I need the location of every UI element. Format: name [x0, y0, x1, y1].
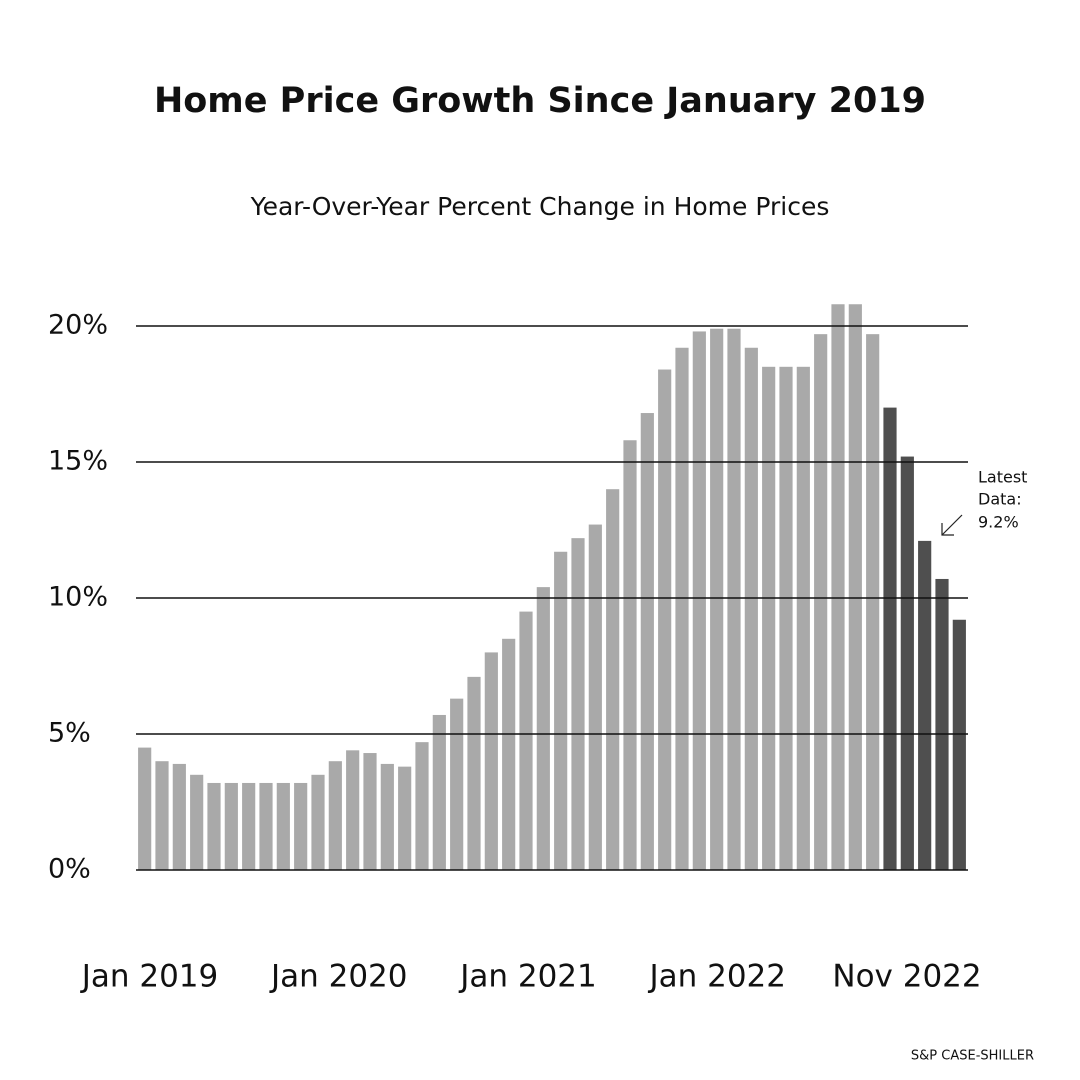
bar — [190, 774, 204, 870]
bar — [311, 774, 325, 870]
bar — [432, 714, 446, 870]
bar — [380, 763, 394, 870]
bar — [328, 761, 342, 870]
bar — [554, 551, 568, 870]
bar — [172, 763, 186, 870]
x-tick-label: Jan 2020 — [269, 959, 408, 995]
bar — [536, 587, 550, 870]
annotation: 9.2% — [978, 513, 1019, 532]
annotation-arrow — [941, 514, 963, 536]
source: S&P CASE-SHILLER — [911, 1049, 1034, 1064]
bar — [415, 742, 429, 870]
bar — [242, 782, 256, 870]
bar — [155, 761, 169, 870]
bar — [640, 413, 654, 870]
bar — [918, 540, 932, 870]
bar — [346, 750, 360, 870]
bar — [779, 366, 793, 870]
bar — [658, 369, 672, 870]
y-tick-label: 5% — [48, 718, 91, 749]
y-tick-label: 0% — [48, 854, 91, 885]
bar — [363, 753, 377, 870]
bar — [259, 782, 273, 870]
annotation: Latest — [978, 468, 1027, 487]
x-tick-label: Jan 2019 — [80, 959, 219, 995]
bar — [294, 782, 308, 870]
bar — [606, 489, 620, 870]
bar — [207, 782, 221, 870]
bar — [588, 524, 602, 870]
bar — [138, 747, 152, 870]
bar — [796, 366, 810, 870]
bar — [623, 440, 637, 870]
bar — [276, 782, 290, 870]
bar — [450, 698, 464, 870]
bar — [952, 619, 966, 870]
bar — [935, 578, 949, 870]
bar — [692, 331, 706, 870]
bar — [571, 538, 585, 870]
y-tick-label: 20% — [48, 310, 108, 341]
bar — [900, 456, 914, 870]
y-tick-label: 15% — [48, 446, 108, 477]
bar — [831, 304, 845, 870]
bar — [866, 334, 880, 870]
bar — [710, 328, 724, 871]
annotation: Data: — [978, 490, 1022, 509]
x-tick-label: Nov 2022 — [832, 959, 981, 995]
bar — [814, 334, 828, 870]
bar — [762, 366, 776, 870]
bar — [883, 407, 897, 870]
chart-title: Home Price Growth Since January 2019 — [154, 81, 926, 121]
bar — [502, 638, 516, 870]
bar — [848, 304, 862, 870]
bar — [398, 766, 412, 870]
bar — [519, 611, 533, 870]
bar — [744, 347, 758, 870]
y-tick-label: 10% — [48, 582, 108, 613]
bar — [484, 652, 498, 870]
chart-subtitle: Year-Over-Year Percent Change in Home Pr… — [250, 192, 830, 221]
bar — [467, 676, 481, 870]
x-tick-label: Jan 2021 — [458, 959, 597, 995]
bar — [675, 347, 689, 870]
bar — [727, 328, 741, 871]
x-tick-label: Jan 2022 — [647, 959, 786, 995]
bar — [224, 782, 238, 870]
